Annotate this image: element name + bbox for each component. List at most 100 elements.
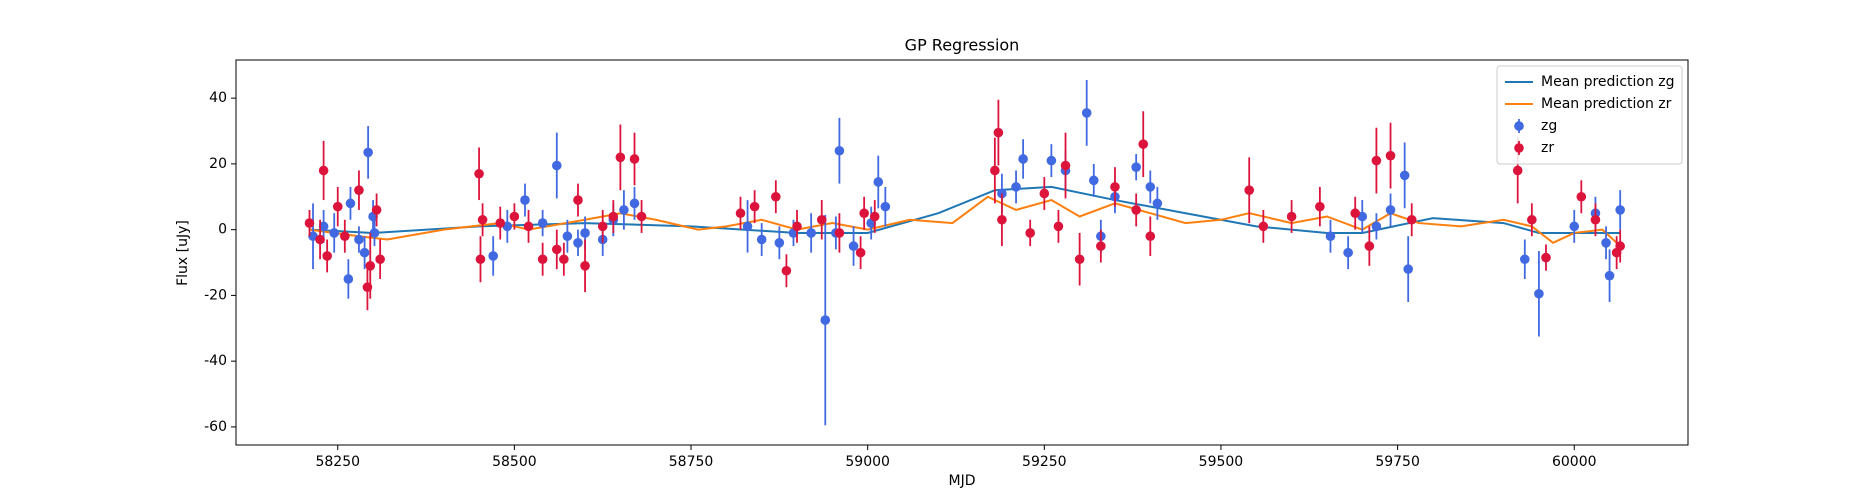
point: [340, 231, 350, 242]
point: [806, 228, 816, 238]
point: [1601, 238, 1611, 248]
point: [354, 234, 364, 245]
y-tick-label: -40: [204, 353, 227, 369]
point: [1604, 270, 1615, 281]
point: [474, 168, 484, 179]
plot-area: [304, 80, 1625, 426]
point: [1258, 221, 1269, 232]
point: [551, 160, 562, 171]
point: [1018, 154, 1028, 164]
y-tick-label: 0: [218, 222, 227, 238]
point: [629, 154, 640, 164]
point: [1403, 264, 1413, 274]
y-tick-label: -60: [204, 419, 227, 435]
x-tick-label: 59000: [845, 454, 890, 470]
point: [742, 221, 753, 232]
point: [315, 234, 325, 245]
x-tick-label: 59750: [1375, 454, 1420, 470]
point: [1371, 155, 1382, 166]
point: [771, 191, 781, 202]
point: [774, 238, 785, 248]
point: [816, 214, 827, 225]
point: [1088, 175, 1099, 186]
point: [1060, 160, 1071, 171]
point: [304, 218, 315, 228]
legend-box: [1496, 65, 1683, 165]
point: [629, 198, 640, 209]
x-tick-label: 58250: [315, 454, 360, 470]
point: [1096, 241, 1106, 251]
point: [1110, 182, 1120, 192]
point: [1315, 201, 1325, 212]
point: [573, 195, 583, 205]
point: [1615, 241, 1625, 251]
point: [1325, 231, 1336, 242]
point: [1371, 221, 1382, 232]
point: [855, 247, 866, 258]
axes-frame: [235, 59, 1689, 446]
point: [873, 177, 884, 187]
y-tick-label: 40: [209, 90, 227, 106]
point: [365, 261, 376, 271]
point: [834, 145, 845, 156]
point: [537, 254, 548, 265]
point: [997, 214, 1007, 225]
point: [1385, 205, 1396, 215]
point: [520, 195, 530, 205]
point: [580, 228, 590, 238]
point: [537, 218, 548, 228]
point: [1527, 214, 1537, 225]
point: [562, 231, 573, 242]
point: [608, 211, 619, 222]
legend-marker: [1514, 121, 1524, 131]
point: [343, 274, 354, 284]
x-tick-label: 58750: [669, 454, 714, 470]
x-tick-label: 59500: [1199, 454, 1244, 470]
point: [1512, 165, 1523, 176]
point: [1145, 231, 1156, 242]
point: [1138, 139, 1149, 149]
point: [475, 254, 486, 265]
point: [1011, 182, 1021, 192]
x-axis-label: MJD: [949, 473, 976, 489]
point: [1074, 254, 1085, 265]
point: [735, 208, 746, 219]
point: [993, 127, 1004, 138]
point: [615, 152, 626, 163]
point: [1131, 205, 1141, 215]
mean-line: [309, 195, 1621, 247]
point: [636, 211, 647, 222]
point: [792, 221, 802, 232]
point: [371, 205, 382, 215]
point: [477, 214, 488, 225]
point: [1406, 214, 1417, 225]
point: [749, 201, 760, 212]
point: [1145, 182, 1156, 192]
point: [363, 147, 373, 158]
point: [523, 221, 534, 232]
point: [597, 221, 608, 232]
point: [820, 315, 831, 325]
point: [369, 228, 380, 238]
point: [1576, 191, 1587, 202]
point: [1131, 162, 1141, 172]
point: [1399, 170, 1410, 181]
x-tick-label: 58500: [492, 454, 537, 470]
point: [551, 244, 562, 255]
point: [781, 265, 792, 276]
point: [1343, 247, 1353, 258]
point: [1534, 288, 1544, 299]
point: [509, 211, 520, 222]
point: [1286, 211, 1297, 222]
legend-label: Mean prediction zg: [1541, 74, 1675, 90]
y-axis-label: Flux [uJy]: [175, 220, 191, 286]
point: [1046, 155, 1057, 166]
point: [1025, 228, 1035, 238]
legend-label: zg: [1541, 118, 1557, 134]
point: [1039, 188, 1050, 199]
point: [848, 241, 859, 251]
point: [1541, 252, 1551, 263]
point: [1244, 185, 1255, 195]
y-tick-label: -20: [204, 287, 227, 303]
